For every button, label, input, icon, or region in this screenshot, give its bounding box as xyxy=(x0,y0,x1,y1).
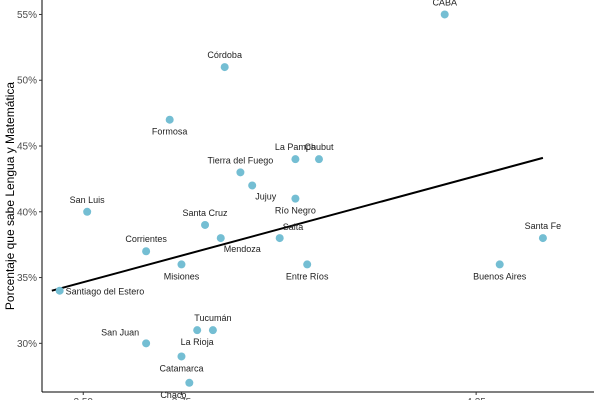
point-label-santa-cruz: Santa Cruz xyxy=(183,208,229,218)
point-label-corrientes: Corrientes xyxy=(125,234,167,244)
x-axis: 2.50 2.75 4.25 xyxy=(42,391,594,400)
point-label-catamarca: Catamarca xyxy=(159,363,203,373)
y-tick-label: 40% xyxy=(17,207,37,218)
trend-line xyxy=(51,156,544,292)
point-la-pampa xyxy=(291,155,300,164)
point-label-san-luis: San Luis xyxy=(70,195,106,205)
point-tucuman xyxy=(208,326,217,335)
y-tick-label: 30% xyxy=(17,339,37,350)
point-label-chaco: Chaco xyxy=(160,390,186,400)
point-label-santa-fe: Santa Fe xyxy=(525,221,562,231)
point-label-cordoba: Córdoba xyxy=(207,50,242,60)
point-chubut xyxy=(314,155,323,164)
x-tick-label: 4.25 xyxy=(466,397,486,400)
point-label-misiones: Misiones xyxy=(164,271,200,281)
point-salta xyxy=(275,234,284,243)
point-label-jujuy: Jujuy xyxy=(255,191,277,201)
points-group xyxy=(55,10,547,387)
point-label-caba: CABA xyxy=(432,0,457,7)
point-label-entre-rios: Entre Ríos xyxy=(286,271,329,281)
point-label-rio-negro: Río Negro xyxy=(275,206,316,216)
point-jujuy xyxy=(248,181,257,190)
point-label-santiago-del-estero: Santiago del Estero xyxy=(66,287,145,297)
point-label-salta: Salta xyxy=(283,222,304,232)
y-tick-label: 55% xyxy=(17,10,37,21)
point-label-san-juan: San Juan xyxy=(101,327,139,337)
point-formosa xyxy=(165,115,174,124)
point-mendoza xyxy=(216,234,225,243)
point-catamarca xyxy=(177,352,186,361)
point-label-formosa: Formosa xyxy=(152,127,188,137)
point-label-la-pampa: La Pampa xyxy=(275,142,316,152)
point-corrientes xyxy=(142,247,151,256)
point-san-juan xyxy=(142,339,151,348)
point-santiago-del-estero xyxy=(55,286,64,295)
point-caba xyxy=(440,10,449,19)
point-label-chubut: Chubut xyxy=(304,142,334,152)
point-label-buenos-aires: Buenos Aires xyxy=(473,271,527,281)
point-label-la-rioja: La Rioja xyxy=(181,337,214,347)
point-label-tucuman: Tucumán xyxy=(194,313,231,323)
trend-line-group xyxy=(51,156,544,292)
y-tick-label: 45% xyxy=(17,142,37,153)
y-tick-label: 35% xyxy=(17,273,37,284)
point-chaco xyxy=(185,378,194,387)
point-santa-cruz xyxy=(201,220,210,229)
x-tick-label: 2.50 xyxy=(74,397,94,400)
y-axis: 30% 35% 40% 45% 50% 55% xyxy=(17,0,43,392)
point-buenos-aires xyxy=(495,260,504,269)
point-entre-rios xyxy=(303,260,312,269)
point-cordoba xyxy=(220,63,229,72)
point-santa-fe xyxy=(538,234,547,243)
point-san-luis xyxy=(83,207,92,216)
x-tick-label: 2.75 xyxy=(172,397,192,400)
point-label-tierra-del-fuego: Tierra del Fuego xyxy=(208,155,274,165)
y-axis-title: Porcentaje que sabe Lengua y Matemática xyxy=(3,82,17,310)
point-rio-negro xyxy=(291,194,300,203)
point-misiones xyxy=(177,260,186,269)
point-la-rioja xyxy=(193,326,202,335)
point-label-mendoza: Mendoza xyxy=(224,244,261,254)
point-tierra-del-fuego xyxy=(236,168,245,177)
y-tick-label: 50% xyxy=(17,76,37,87)
